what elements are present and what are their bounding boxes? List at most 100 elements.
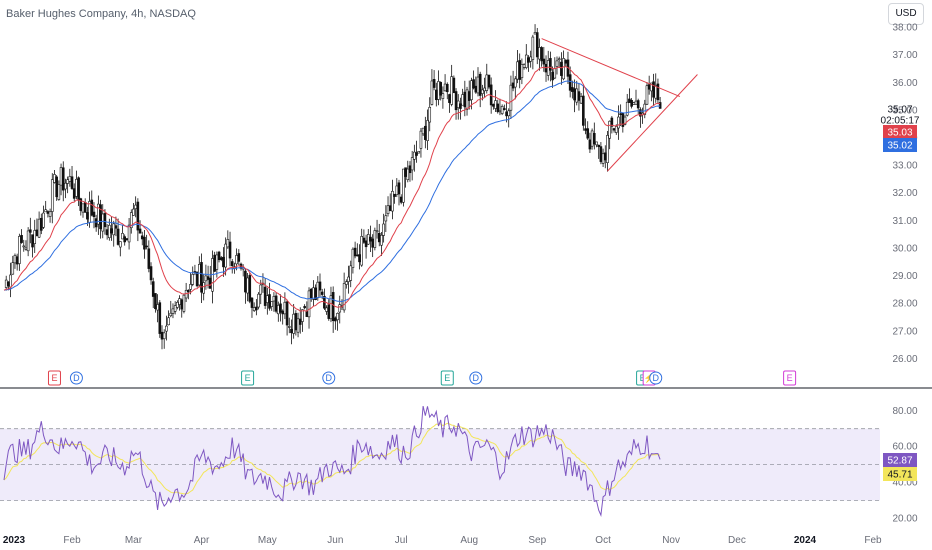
candle-body — [535, 32, 539, 58]
candle-body — [285, 301, 289, 326]
candle-body — [610, 117, 614, 127]
candle-body — [204, 275, 208, 282]
candle-body — [417, 151, 421, 154]
event-marker-label: E — [245, 373, 251, 383]
candle-body — [533, 32, 537, 35]
candle-body — [31, 234, 34, 248]
rsi-tick-label: 60.00 — [892, 442, 917, 453]
price-tick-label: 28.00 — [892, 299, 917, 310]
candle-body — [165, 325, 168, 332]
time-tick-label: Sep — [528, 535, 546, 546]
candle-body — [410, 157, 414, 171]
candle-body — [219, 257, 223, 260]
candle-body — [557, 58, 561, 61]
candle-body — [114, 225, 118, 229]
candle-body — [206, 276, 210, 280]
candle-body — [26, 230, 30, 252]
candle-body — [356, 254, 359, 257]
candle-body — [20, 234, 23, 243]
candle-body — [213, 254, 216, 272]
candle-body — [237, 253, 241, 262]
candle-body — [320, 291, 324, 295]
candle-body — [66, 179, 69, 184]
rsi-lines — [3, 405, 661, 517]
candle-body — [145, 245, 148, 248]
event-marker-label: E — [640, 373, 646, 383]
candle-body — [445, 83, 449, 93]
candle-body — [83, 201, 87, 213]
candle-body — [384, 215, 388, 222]
rsi-ma-value-label-box — [883, 467, 917, 481]
price-tick-label: 26.00 — [892, 354, 917, 365]
candle-body — [555, 60, 559, 67]
candle-body — [70, 176, 74, 189]
price-tick-label: 33.00 — [892, 161, 917, 172]
candle-body — [419, 130, 423, 149]
candle-body — [505, 111, 508, 117]
candle-body — [112, 223, 116, 236]
candle-body — [307, 290, 311, 318]
candle-body — [305, 310, 309, 317]
time-tick-label: 2023 — [3, 535, 26, 546]
candle-body — [274, 295, 278, 312]
currency-button[interactable]: USD — [888, 3, 924, 25]
candle-body — [520, 64, 524, 79]
candle-body — [57, 184, 61, 200]
candle-body — [375, 230, 379, 233]
candle-body — [189, 284, 192, 290]
candle-body — [325, 307, 328, 312]
candle-body — [277, 304, 280, 315]
candle-body — [290, 328, 293, 334]
candle-body — [292, 313, 295, 334]
candle-body — [287, 326, 291, 328]
candle-body — [259, 284, 263, 295]
price-tick-label: 36.00 — [892, 78, 917, 89]
candle-body — [362, 237, 366, 243]
candle-body — [511, 82, 515, 89]
candle-body — [127, 224, 131, 243]
candle-body — [208, 277, 212, 289]
candle-body — [564, 60, 568, 64]
candle-body — [90, 199, 94, 216]
candle-body — [483, 87, 486, 92]
candle-body — [198, 264, 201, 286]
last-price-label: 35.07 — [887, 105, 912, 116]
candle-body — [86, 212, 89, 220]
earnings-marker — [241, 370, 255, 386]
candle-body — [167, 317, 170, 326]
rsi-tick-label: 20.00 — [892, 513, 917, 524]
candle-body — [463, 91, 467, 108]
event-marker-label: D — [326, 373, 333, 383]
candle-body — [316, 281, 320, 299]
candle-body — [9, 274, 12, 288]
price-tick-label: 29.00 — [892, 271, 917, 282]
candle-body — [470, 80, 473, 101]
candle-body — [619, 113, 622, 115]
candle-body — [408, 165, 412, 174]
earnings-marker — [440, 370, 454, 386]
candle-body — [125, 238, 129, 241]
candle-body — [224, 243, 227, 268]
candle-body — [421, 127, 425, 135]
event-marker-label: E — [51, 373, 57, 383]
candle-body — [588, 139, 592, 150]
candle-body — [342, 283, 346, 311]
candle-body — [516, 61, 519, 80]
candle-body — [270, 301, 274, 307]
candle-body — [437, 81, 440, 100]
candle-body — [500, 106, 504, 114]
candle-body — [579, 96, 583, 104]
candle-body — [603, 152, 607, 161]
rsi-band — [0, 428, 880, 501]
candle-body — [448, 94, 451, 103]
candle-body — [35, 229, 39, 237]
event-marker-label: ⚡ — [644, 372, 655, 384]
price-tick-label: 27.00 — [892, 326, 917, 337]
rsi-line — [3, 405, 661, 517]
candle-body — [147, 248, 151, 269]
candle-body — [176, 302, 179, 308]
candle-body — [524, 54, 528, 68]
rsi-value-label: 52.87 — [887, 456, 912, 467]
candle-body — [132, 208, 135, 216]
